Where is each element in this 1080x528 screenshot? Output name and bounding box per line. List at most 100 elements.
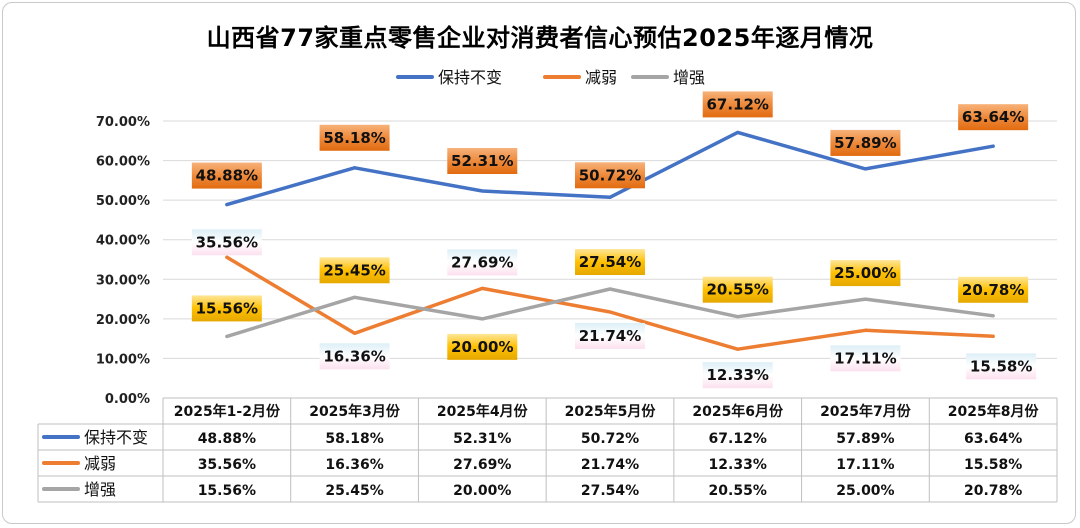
table-cell: 25.45% (325, 483, 383, 499)
table-header-cell: 2025年6月份 (692, 403, 784, 420)
data-label-2: 12.33% (706, 366, 768, 384)
table-cell: 50.72% (581, 431, 639, 447)
data-label-3-box (830, 260, 901, 287)
data-label-1-box (319, 124, 390, 151)
y-tick-label: 50.00% (96, 194, 150, 209)
data-point (736, 315, 740, 319)
y-tick-label: 0.00% (105, 392, 150, 407)
data-label-2-box (447, 249, 518, 276)
data-point (225, 203, 229, 207)
y-tick-label: 10.00% (96, 352, 150, 367)
table-cell: 57.89% (836, 431, 894, 447)
table-cell: 21.74% (581, 457, 639, 473)
data-label-3: 20.78% (962, 281, 1024, 299)
table-cell: 48.88% (198, 431, 256, 447)
table-cell: 63.64% (964, 431, 1022, 447)
data-label-3: 20.00% (451, 338, 513, 356)
data-label-1: 67.12% (706, 95, 768, 113)
table-cell: 17.11% (836, 457, 894, 473)
data-point (480, 317, 484, 321)
data-label-2: 17.11% (834, 349, 896, 367)
data-label-3: 25.45% (323, 261, 385, 279)
data-point (736, 347, 740, 351)
data-label-3-box (575, 249, 645, 276)
data-label-2: 27.69% (451, 253, 513, 271)
data-point (736, 130, 740, 134)
table-cell: 27.54% (581, 483, 639, 499)
legend-label: 增强 (673, 68, 705, 87)
data-label-3: 15.56% (196, 299, 258, 317)
data-point (991, 314, 995, 318)
data-label-1: 63.64% (962, 108, 1024, 126)
table-header-cell: 2025年1-2月份 (174, 403, 281, 420)
data-label-1-box (447, 148, 518, 175)
table-cell: 15.58% (964, 457, 1022, 473)
data-label-2-box (702, 362, 773, 389)
data-label-1: 52.31% (451, 152, 513, 170)
table-cell: 12.33% (709, 457, 767, 473)
data-label-2-box (191, 229, 262, 256)
table-cell: 52.31% (453, 431, 511, 447)
data-point (608, 287, 612, 291)
data-label-3: 20.55% (706, 281, 768, 299)
data-point (225, 334, 229, 338)
data-label-2: 16.36% (323, 347, 385, 365)
data-label-3-box (447, 333, 518, 360)
y-tick-label: 60.00% (96, 155, 150, 170)
data-point (480, 286, 484, 290)
table-header-cell: 2025年4月份 (437, 403, 529, 420)
table-cell: 67.12% (709, 431, 767, 447)
data-point (353, 331, 357, 335)
data-label-3-box (191, 295, 262, 322)
data-point (991, 334, 995, 338)
data-point (608, 195, 612, 199)
table-cell: 27.69% (453, 457, 511, 473)
data-point (353, 166, 357, 170)
table-row-label: 增强 (84, 480, 116, 499)
chart-title: 山西省77家重点零售企业对消费者信心预估2025年逐月情况 (206, 24, 874, 52)
data-label-3: 25.00% (834, 264, 896, 282)
data-point (991, 144, 995, 148)
data-label-2-box (966, 353, 1037, 380)
data-label-1-box (830, 129, 901, 156)
data-point (225, 255, 229, 259)
data-label-1: 48.88% (196, 167, 258, 185)
data-label-1: 57.89% (834, 134, 896, 152)
data-label-2-box (319, 343, 390, 370)
table-header-cell: 2025年3月份 (309, 403, 401, 420)
data-point (863, 297, 867, 301)
table-cell: 20.78% (964, 483, 1022, 499)
data-label-2-box (830, 345, 901, 372)
table-header-cell: 2025年5月份 (565, 403, 657, 420)
table-cell: 20.00% (453, 483, 511, 499)
data-label-1-box (958, 104, 1029, 131)
data-label-2: 21.74% (579, 327, 641, 345)
y-tick-label: 20.00% (96, 313, 150, 328)
table-cell: 25.00% (836, 483, 894, 499)
data-label-2-box (575, 322, 645, 349)
legend-label: 保持不变 (438, 68, 502, 87)
data-label-2: 15.58% (970, 357, 1032, 375)
table-header-cell: 2025年8月份 (948, 403, 1040, 420)
data-label-3-box (319, 257, 390, 284)
data-point (480, 189, 484, 193)
data-point (863, 328, 867, 332)
table-cell: 58.18% (325, 431, 383, 447)
table-cell: 16.36% (325, 457, 383, 473)
data-label-3: 27.54% (579, 253, 641, 271)
y-tick-label: 30.00% (96, 273, 150, 288)
table-row-label: 减弱 (84, 454, 116, 473)
y-tick-label: 70.00% (96, 115, 150, 130)
data-label-1: 58.18% (323, 129, 385, 147)
table-cell: 20.55% (709, 483, 767, 499)
data-label-1: 50.72% (579, 166, 641, 184)
data-label-2: 35.56% (196, 233, 258, 251)
data-point (353, 295, 357, 299)
data-point (608, 310, 612, 314)
table-header-cell: 2025年7月份 (820, 403, 912, 420)
data-label-3-box (702, 276, 773, 303)
legend-label: 减弱 (585, 68, 617, 87)
y-tick-label: 40.00% (96, 234, 150, 249)
data-label-3-box (958, 276, 1029, 303)
